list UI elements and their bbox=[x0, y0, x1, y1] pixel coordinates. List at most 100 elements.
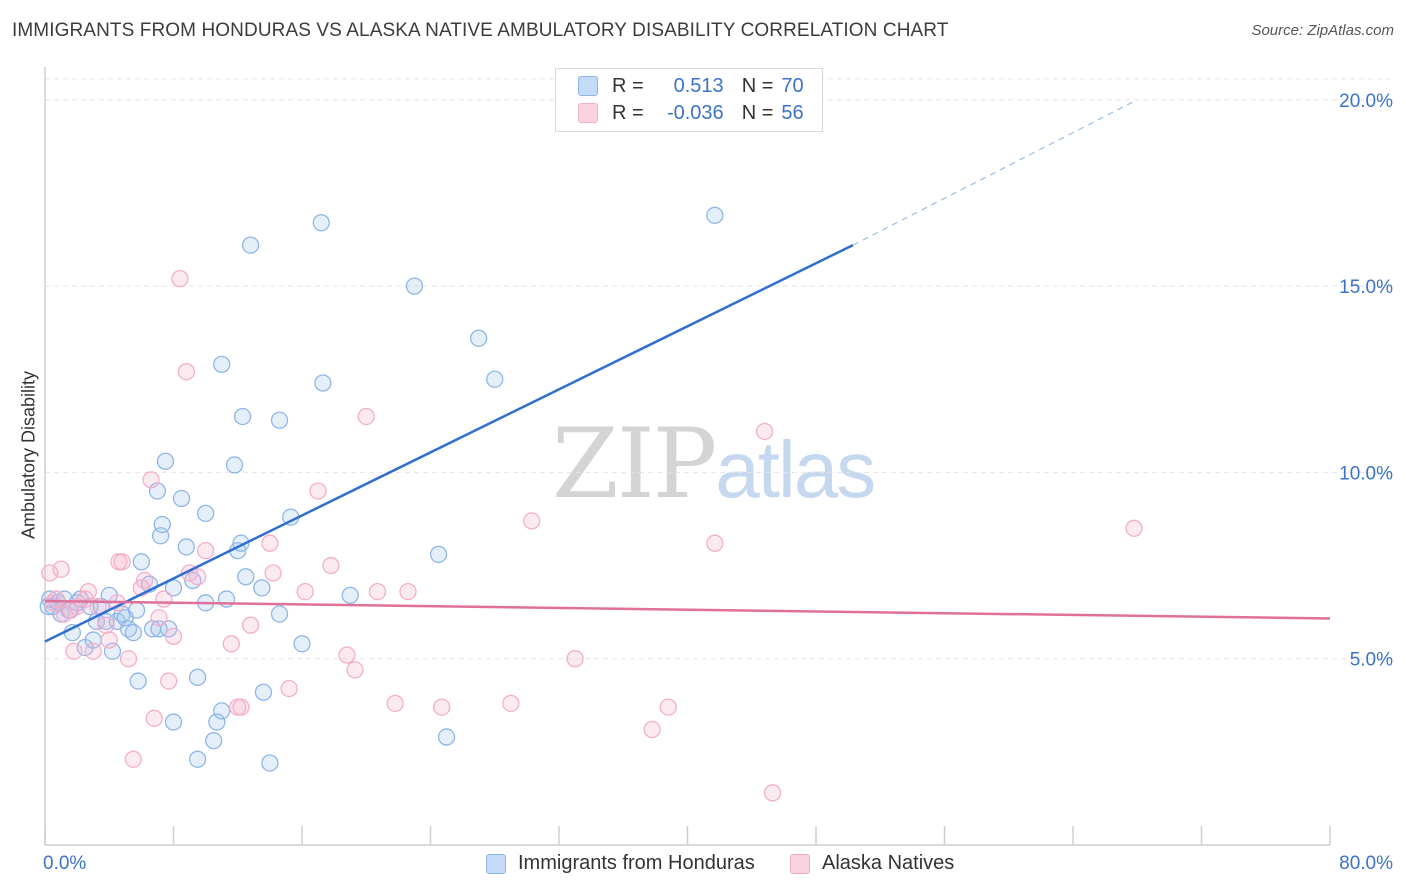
alaska-point bbox=[1125, 519, 1143, 537]
alaska-point bbox=[177, 363, 196, 381]
honduras-point bbox=[196, 504, 215, 523]
alaska-point bbox=[322, 556, 340, 575]
watermark-atlas: atlas bbox=[715, 425, 876, 514]
alaska-point bbox=[65, 642, 83, 660]
alaska-point bbox=[433, 698, 451, 716]
honduras-point bbox=[270, 411, 289, 429]
x-tick-label: 80.0% bbox=[1339, 853, 1393, 874]
alaska-point bbox=[113, 553, 131, 571]
y-tick-label: 10.0% bbox=[1339, 463, 1393, 484]
alaska-point bbox=[47, 590, 65, 608]
alaska-point bbox=[41, 564, 59, 582]
alaska-point bbox=[100, 631, 118, 649]
legend-r-label: R = bbox=[612, 74, 644, 97]
alaska-point bbox=[222, 635, 240, 653]
legend-r-value: 0.513 bbox=[673, 74, 724, 97]
honduras-point bbox=[261, 754, 279, 772]
y-axis-label: Ambulatory Disability bbox=[18, 370, 39, 540]
alaska-point bbox=[150, 609, 168, 627]
alaska-point bbox=[171, 270, 189, 288]
honduras-point bbox=[132, 553, 151, 571]
alaska-point bbox=[357, 407, 375, 426]
alaska-point bbox=[196, 541, 215, 560]
alaska-point bbox=[502, 694, 520, 713]
watermark-zip: ZIP bbox=[552, 408, 717, 520]
honduras-point bbox=[405, 277, 424, 295]
honduras-point bbox=[177, 538, 196, 556]
honduras-point bbox=[270, 605, 289, 623]
honduras-point bbox=[314, 374, 332, 392]
alaska-point bbox=[145, 709, 163, 727]
alaska-point bbox=[706, 534, 724, 552]
legend-r-value: -0.036 bbox=[666, 101, 724, 124]
alaska-point bbox=[160, 672, 178, 690]
series-legend: Immigrants from Honduras Alaska Natives bbox=[0, 852, 1406, 878]
honduras-trend-line bbox=[44, 243, 854, 643]
alaska-point bbox=[296, 582, 314, 601]
honduras-point bbox=[172, 489, 191, 508]
legend-swatch-honduras bbox=[486, 853, 506, 874]
alaska-point bbox=[52, 560, 70, 578]
legend-row-alaska: R = -0.036 N = 56 bbox=[578, 101, 804, 125]
alaska-point bbox=[135, 571, 154, 590]
y-tick-label: 20.0% bbox=[1339, 91, 1393, 112]
legend-item-alaska[interactable]: Alaska Natives bbox=[790, 852, 954, 875]
legend-label-alaska: Alaska Natives bbox=[822, 852, 955, 874]
honduras-point bbox=[103, 642, 122, 660]
chart-title: IMMIGRANTS FROM HONDURAS VS ALASKA NATIV… bbox=[12, 20, 949, 41]
honduras-trend-extension bbox=[852, 99, 1138, 246]
honduras-point bbox=[241, 236, 260, 254]
honduras-point bbox=[312, 214, 330, 232]
alaska-point bbox=[142, 471, 160, 489]
legend-r-label: R = bbox=[612, 101, 644, 124]
x-tick-label: 0.0% bbox=[43, 853, 86, 874]
legend-row-honduras: R = 0.513 N = 70 bbox=[578, 74, 804, 98]
alaska-point bbox=[84, 642, 102, 660]
honduras-point bbox=[486, 370, 504, 388]
alaska-point bbox=[79, 582, 98, 601]
honduras-point bbox=[205, 732, 223, 750]
correlation-legend: R = 0.513 N = 70 R = -0.036 N = 56 bbox=[555, 68, 823, 132]
honduras-point bbox=[341, 586, 359, 605]
honduras-point bbox=[127, 601, 146, 619]
legend-label-honduras: Immigrants from Honduras bbox=[518, 852, 755, 874]
legend-n-value: 70 bbox=[781, 74, 804, 97]
alaska-trend-line bbox=[44, 599, 1331, 620]
honduras-point bbox=[129, 672, 147, 690]
alaska-point bbox=[261, 534, 279, 552]
honduras-point bbox=[253, 579, 271, 597]
source-label: Source: ZipAtlas.com bbox=[1251, 22, 1394, 39]
alaska-point bbox=[338, 646, 356, 664]
alaska-point bbox=[346, 661, 364, 679]
legend-swatch-honduras bbox=[578, 76, 598, 96]
honduras-point bbox=[188, 750, 207, 768]
honduras-point bbox=[164, 713, 183, 731]
alaska-point bbox=[124, 750, 142, 768]
alaska-point bbox=[119, 650, 138, 668]
honduras-point bbox=[293, 635, 311, 653]
y-tick-label: 5.0% bbox=[1350, 650, 1393, 671]
y-tick-label: 15.0% bbox=[1339, 277, 1393, 298]
watermark: ZIPatlas bbox=[552, 408, 876, 520]
alaska-point bbox=[763, 784, 782, 802]
honduras-point bbox=[188, 668, 207, 686]
alaska-point bbox=[755, 422, 774, 441]
alaska-point bbox=[97, 616, 115, 634]
honduras-point bbox=[470, 329, 488, 347]
legend-n-value: 56 bbox=[781, 101, 804, 124]
alaska-point bbox=[399, 582, 417, 601]
alaska-point bbox=[368, 582, 387, 601]
legend-swatch-alaska bbox=[790, 853, 810, 874]
legend-item-honduras[interactable]: Immigrants from Honduras bbox=[486, 852, 755, 875]
alaska-point bbox=[643, 720, 661, 739]
alaska-point bbox=[523, 512, 541, 530]
honduras-point bbox=[156, 452, 175, 470]
honduras-point bbox=[153, 515, 171, 534]
alaska-point bbox=[164, 627, 183, 645]
honduras-point bbox=[208, 713, 226, 731]
alaska-point bbox=[188, 568, 207, 586]
honduras-point bbox=[237, 568, 255, 586]
alaska-point bbox=[280, 679, 298, 698]
honduras-point bbox=[213, 355, 231, 374]
